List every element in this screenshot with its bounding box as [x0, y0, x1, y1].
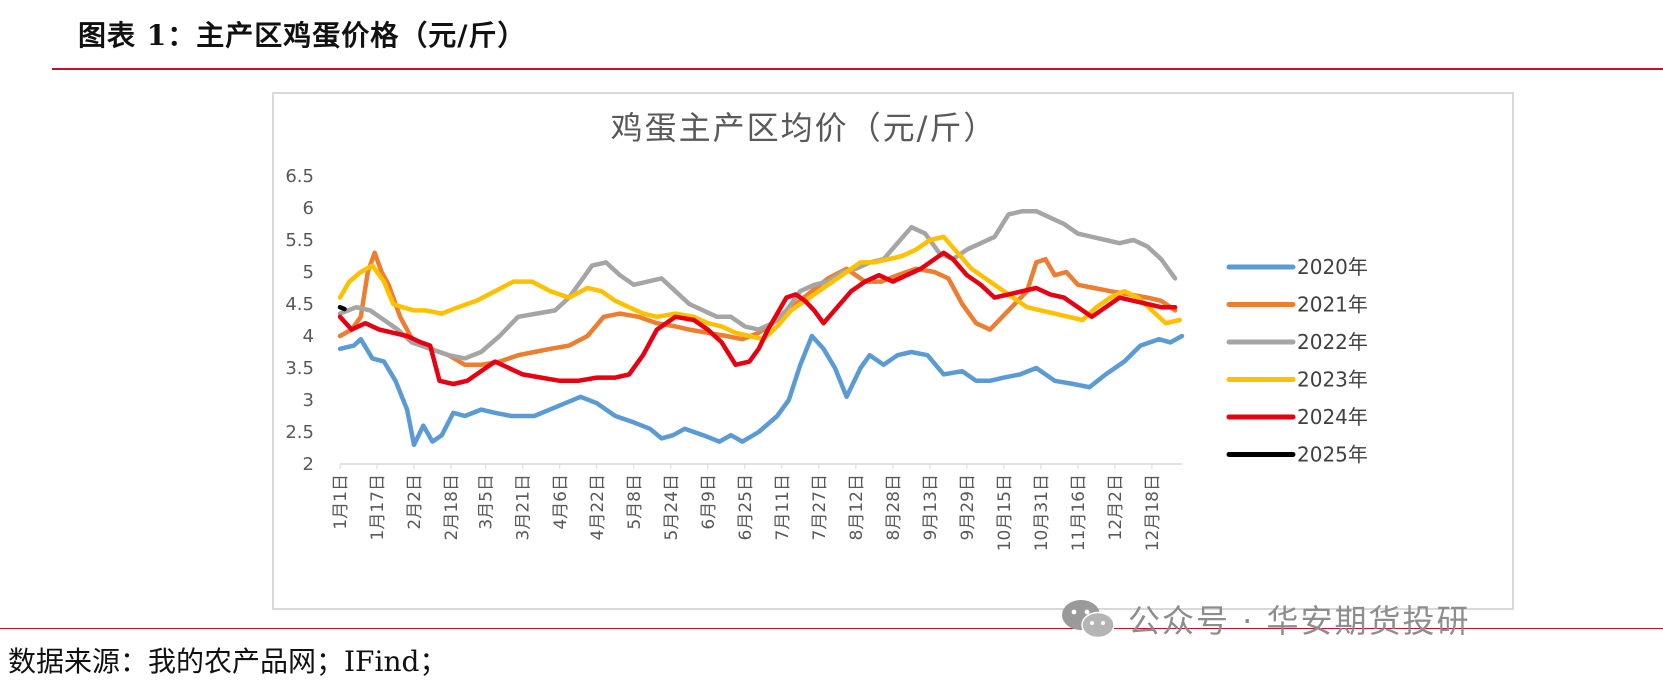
data-source: 数据来源：我的农产品网；IFind；	[8, 645, 448, 678]
y-tick-label: 2	[303, 454, 314, 475]
y-tick-label: 4	[303, 326, 314, 347]
y-tick-label: 4.5	[285, 294, 314, 315]
y-tick-label: 6	[303, 198, 314, 219]
x-tick-label: 1月17日	[368, 474, 388, 540]
bottom-rule	[0, 628, 1663, 629]
y-tick-label: 3	[303, 390, 314, 411]
x-tick-label: 7月27日	[810, 474, 830, 540]
series-line	[337, 234, 1182, 342]
y-tick-label: 5.5	[285, 230, 314, 251]
series-line	[337, 333, 1185, 448]
chart-title: 鸡蛋主产区均价（元/斤）	[611, 109, 998, 147]
x-tick-label: 12月18日	[1143, 474, 1163, 551]
y-tick-label: 5	[303, 262, 314, 283]
legend-label: 2024年	[1297, 405, 1368, 429]
x-tick-label: 12月2日	[1106, 474, 1126, 540]
y-tick-label: 6.5	[285, 166, 314, 187]
x-tick-label: 9月13日	[921, 474, 941, 540]
top-rule	[52, 68, 1663, 70]
legend-label: 2022年	[1297, 330, 1368, 354]
x-tick-label: 8月28日	[884, 474, 904, 540]
watermark: 公众号 · 华安期货投研	[1058, 596, 1471, 642]
x-tick-label: 2月18日	[442, 474, 462, 540]
legend-label: 2023年	[1297, 368, 1368, 392]
legend-label: 2025年	[1297, 443, 1368, 467]
x-tick-label: 6月9日	[699, 474, 719, 530]
chart-frame: 鸡蛋主产区均价（元/斤） 2 2.5 3 3.5 4 4.5 5 5.5 6 6.5 1月1日 1月17…	[272, 92, 1514, 610]
y-tick-label: 2.5	[285, 422, 314, 443]
legend-label: 2020年	[1297, 255, 1368, 279]
series-line	[337, 250, 1178, 387]
x-tick-label: 10月31日	[1032, 474, 1052, 551]
x-tick-label: 3月5日	[477, 474, 497, 530]
x-tick-label: 1月1日	[331, 474, 351, 530]
x-tick-label: 6月25日	[736, 474, 756, 540]
x-tick-label: 10月15日	[995, 474, 1015, 551]
legend-label: 2021年	[1297, 293, 1368, 317]
x-tick-label: 9月29日	[958, 474, 978, 540]
x-tick-label: 3月21日	[514, 474, 534, 540]
x-tick-label: 11月16日	[1069, 474, 1089, 551]
series-line	[337, 304, 347, 312]
wechat-icon	[1062, 600, 1115, 639]
x-tick-label: 4月22日	[588, 474, 608, 540]
x-tick-label: 5月24日	[662, 474, 682, 540]
x-tick-label: 5月8日	[625, 474, 645, 530]
y-tick-label: 3.5	[285, 358, 314, 379]
figure-title: 图表 1：主产区鸡蛋价格（元/斤）	[78, 19, 527, 52]
egg-price-chart: 鸡蛋主产区均价（元/斤） 2 2.5 3 3.5 4 4.5 5 5.5 6 6.5 1月1日 1月17…	[285, 109, 1368, 551]
x-tick-label: 8月12日	[847, 474, 867, 540]
x-tick-label: 2月2日	[405, 474, 425, 530]
x-tick-label: 4月6日	[551, 474, 571, 530]
x-tick-label: 7月11日	[773, 474, 793, 540]
watermark-text: 公众号 · 华安期货投研	[1128, 602, 1471, 640]
